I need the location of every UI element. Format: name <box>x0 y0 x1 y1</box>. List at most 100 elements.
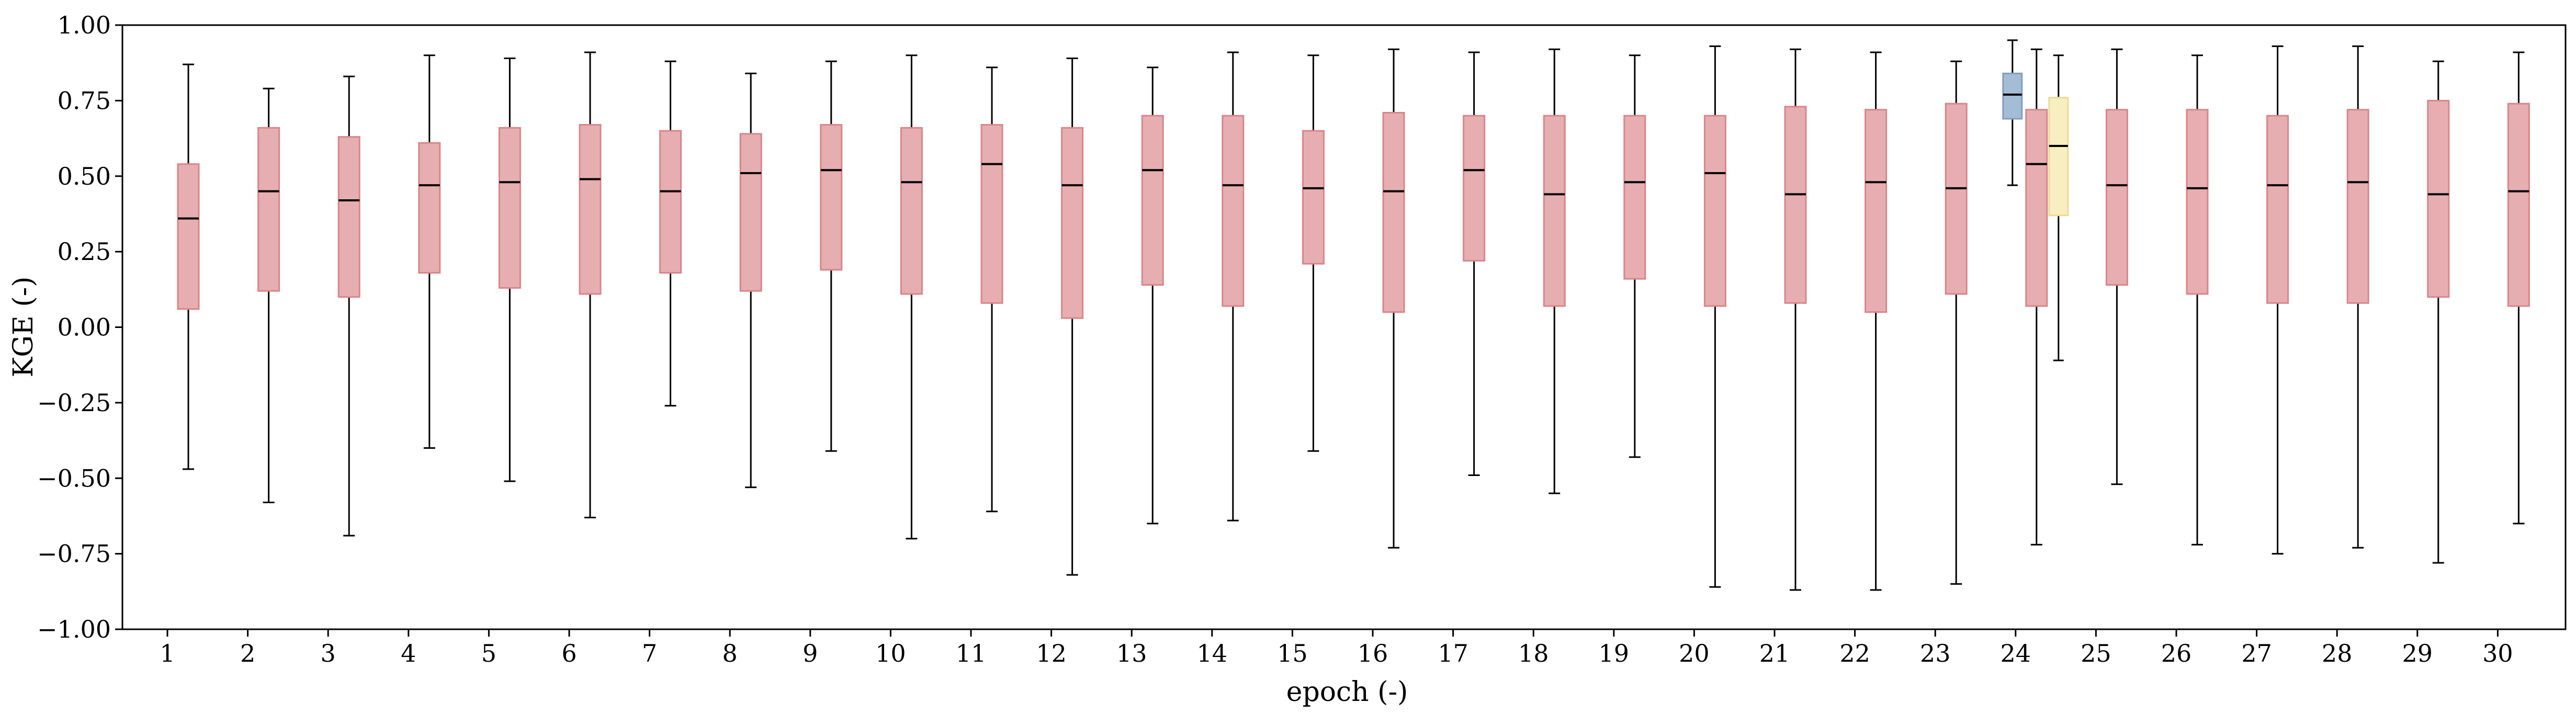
iqr-box <box>177 163 200 310</box>
main-box-epoch-4 <box>418 54 441 449</box>
iqr-box <box>1222 115 1245 307</box>
x-tick-label: 11 <box>956 639 987 667</box>
main-box-epoch-24 <box>2025 48 2048 546</box>
iqr-box <box>1865 109 1888 313</box>
x-tick-label: 10 <box>875 639 906 667</box>
x-tick-label: 1 <box>160 639 175 667</box>
main-box-epoch-5 <box>498 58 521 482</box>
main-box-epoch-17 <box>1463 51 1486 476</box>
iqr-box <box>2186 109 2209 295</box>
blue-box-epoch-24 <box>2002 39 2023 186</box>
x-tick-label: 14 <box>1197 639 1228 667</box>
y-tick-label: −1.00 <box>37 615 111 643</box>
x-tick-label: 26 <box>2161 639 2192 667</box>
main-box-epoch-11 <box>980 66 1003 513</box>
main-box-epoch-3 <box>337 75 360 537</box>
y-axis: −1.00 −0.75 −0.50 −0.25 0.00 0.25 0.50 0.75 1.00 <box>37 11 122 643</box>
iqr-box <box>1382 111 1405 313</box>
iqr-box <box>1543 115 1566 307</box>
box-group <box>177 39 2530 591</box>
x-tick-label: 15 <box>1277 639 1308 667</box>
main-box-epoch-10 <box>900 54 923 540</box>
iqr-box <box>498 127 521 289</box>
x-tick-label: 19 <box>1599 639 1630 667</box>
main-box-epoch-20 <box>1703 45 1726 588</box>
x-tick-label: 27 <box>2241 639 2272 667</box>
main-box-epoch-23 <box>1945 60 1968 585</box>
y-tick-label: −0.25 <box>37 389 111 417</box>
main-box-epoch-22 <box>1865 51 1888 591</box>
iqr-box <box>2048 97 2069 217</box>
x-tick-label: 13 <box>1116 639 1147 667</box>
x-axis-label: epoch (-) <box>1286 676 1408 708</box>
iqr-box <box>257 127 280 292</box>
main-box-epoch-8 <box>739 72 762 489</box>
y-tick-label: −0.75 <box>37 540 111 568</box>
iqr-box <box>900 127 923 295</box>
x-tick-label: 5 <box>481 639 496 667</box>
x-tick-label: 4 <box>401 639 416 667</box>
y-tick-label: 0.50 <box>58 162 111 190</box>
x-tick-label: 23 <box>1920 639 1951 667</box>
main-box-epoch-1 <box>177 63 200 470</box>
y-tick-label: 0.75 <box>58 86 111 115</box>
x-tick-label: 12 <box>1036 639 1067 667</box>
main-box-epoch-16 <box>1382 48 1405 549</box>
iqr-box <box>2427 99 2450 298</box>
iqr-box <box>2507 103 2530 307</box>
x-tick-label: 20 <box>1679 639 1710 667</box>
iqr-box <box>1945 103 1968 295</box>
x-tick-label: 29 <box>2402 639 2433 667</box>
iqr-box <box>2002 72 2023 120</box>
iqr-box <box>418 142 441 274</box>
x-tick-label: 24 <box>2001 639 2031 667</box>
y-tick-label: 0.25 <box>58 237 111 266</box>
x-tick-label: 16 <box>1358 639 1388 667</box>
main-box-epoch-28 <box>2346 45 2369 549</box>
main-box-epoch-14 <box>1222 51 1245 522</box>
x-tick-label: 2 <box>240 639 255 667</box>
iqr-box <box>579 124 602 295</box>
main-box-epoch-29 <box>2427 60 2450 564</box>
y-tick-label: 0.00 <box>58 313 111 342</box>
y-tick-label: 1.00 <box>58 11 111 39</box>
x-axis: 1 2 3 4 5 6 7 8 9 10 11 12 13 14 15 16 17 18 19 20 21 22 23 24 2… <box>160 629 2513 667</box>
main-box-epoch-30 <box>2507 51 2530 525</box>
main-box-epoch-26 <box>2186 54 2209 546</box>
x-tick-label: 9 <box>803 639 818 667</box>
iqr-box <box>1463 115 1486 262</box>
x-tick-label: 6 <box>561 639 577 667</box>
x-tick-label: 25 <box>2081 639 2111 667</box>
x-tick-label: 18 <box>1518 639 1549 667</box>
main-box-epoch-15 <box>1302 54 1325 452</box>
main-box-epoch-25 <box>2105 48 2128 485</box>
main-box-epoch-21 <box>1784 48 1807 591</box>
iqr-box <box>1703 115 1726 307</box>
x-tick-label: 21 <box>1759 639 1790 667</box>
iqr-box <box>980 124 1003 304</box>
iqr-box <box>2346 109 2369 304</box>
iqr-box <box>2025 109 2048 307</box>
main-box-epoch-27 <box>2266 45 2289 555</box>
main-box-epoch-18 <box>1543 48 1566 494</box>
main-box-epoch-2 <box>257 87 280 503</box>
iqr-box <box>337 136 360 298</box>
iqr-box <box>1061 127 1084 319</box>
x-tick-label: 28 <box>2322 639 2353 667</box>
iqr-box <box>1302 130 1325 265</box>
x-tick-label: 17 <box>1438 639 1468 667</box>
x-tick-label: 3 <box>321 639 336 667</box>
main-box-epoch-12 <box>1061 58 1084 576</box>
y-axis-label: KGE (-) <box>8 276 39 377</box>
main-box-epoch-6 <box>579 51 602 518</box>
iqr-box <box>2266 115 2289 304</box>
iqr-box <box>820 124 843 271</box>
main-box-epoch-9 <box>820 60 843 452</box>
iqr-box <box>739 133 762 292</box>
main-box-epoch-13 <box>1141 66 1164 525</box>
x-tick-label: 8 <box>722 639 738 667</box>
iqr-box <box>1784 106 1807 304</box>
x-tick-label: 22 <box>1839 639 1870 667</box>
